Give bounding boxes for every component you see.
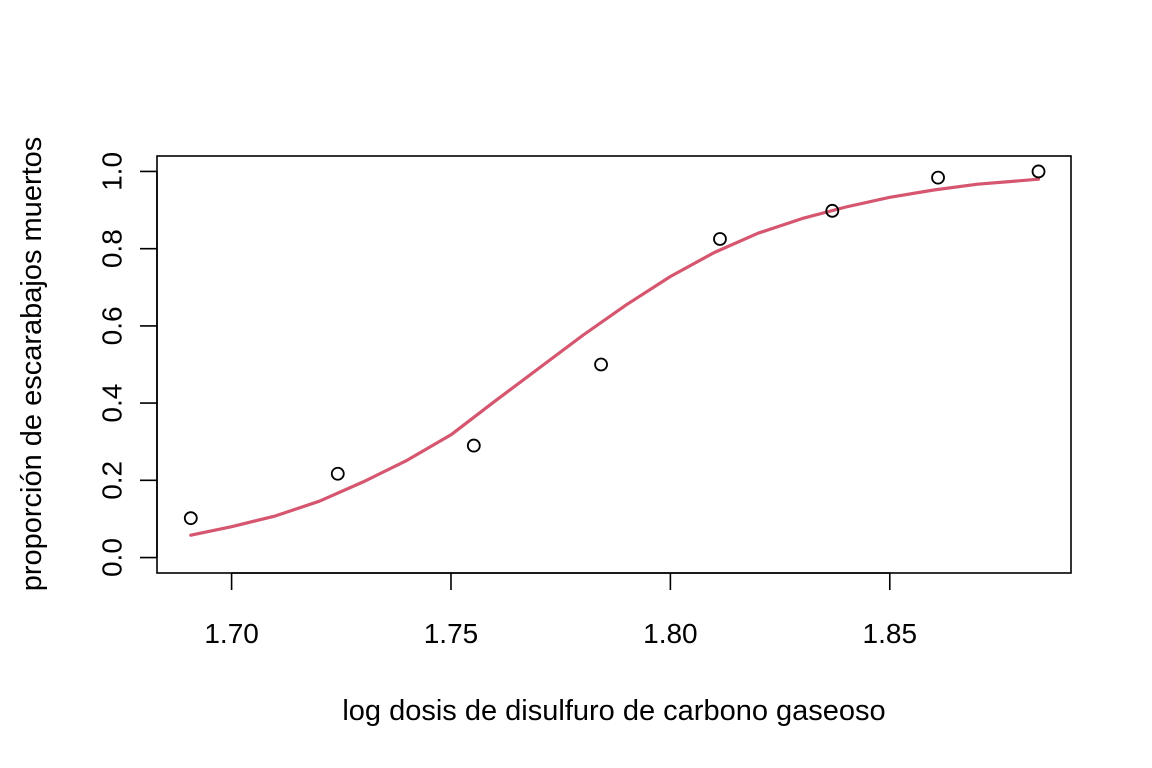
x-tick-label: 1.80 [643,618,698,649]
data-point [931,170,945,185]
data-point [183,511,198,526]
x-tick-label: 1.75 [424,618,479,649]
y-axis-label: proporción de escarabajos muertos [16,137,48,592]
fit-curve [189,177,1041,537]
y-tick-label: 0.4 [97,384,128,423]
y-tick-label: 0.8 [97,229,128,268]
y-tick-label: 0.6 [97,306,128,345]
x-axis-label: log dosis de disulfuro de carbono gaseos… [342,695,885,727]
plot-area [183,164,1046,537]
data-point [713,232,727,246]
y-tick-label: 0.2 [97,461,128,500]
data-point [1031,164,1046,179]
data-point [466,438,481,453]
y-axis: 0.0 0.2 0.4 0.6 0.8 1.0 [97,152,158,577]
y-tick-label: 1.0 [97,152,128,191]
y-tick-label: 0.0 [97,538,128,577]
data-point [594,357,608,372]
data-point [825,203,840,218]
x-axis: 1.70 1.75 1.80 1.85 [204,572,918,649]
x-tick-label: 1.85 [863,618,918,649]
x-tick-label: 1.70 [204,618,259,649]
data-point [330,466,345,481]
